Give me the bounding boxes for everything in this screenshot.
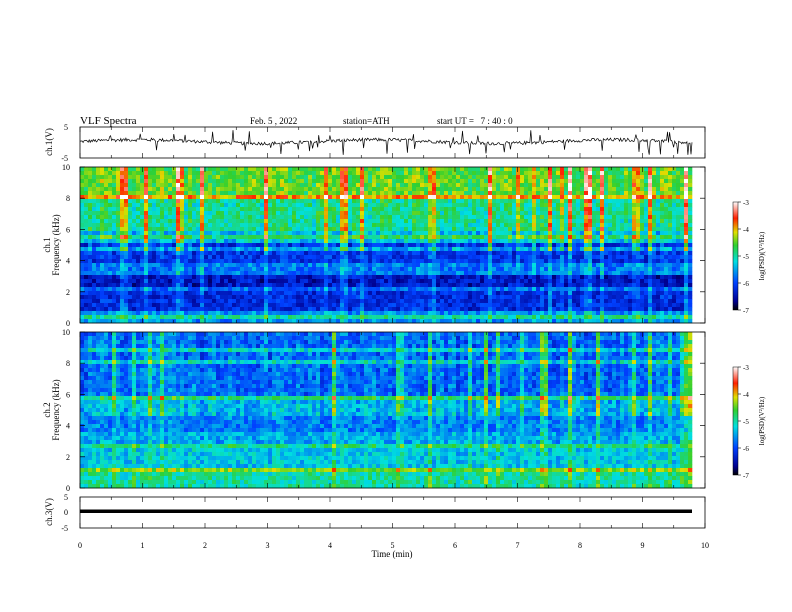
start-ut-label: start UT = 7 : 40 : 0 [437, 116, 513, 126]
time-tick-label: 9 [641, 541, 645, 550]
freq-tick-label: 8 [66, 359, 70, 368]
colorbar-tick-label: -3 [743, 199, 749, 207]
freq-tick-label: 8 [66, 194, 70, 203]
time-tick-label: 6 [453, 541, 457, 550]
x-axis-label: Time (min) [372, 549, 413, 559]
time-tick-label: 2 [203, 541, 207, 550]
colorbar-tick-label: -4 [743, 226, 749, 234]
time-tick-label: 4 [328, 541, 332, 550]
colorbar-tick-label: -5 [743, 418, 749, 426]
ch3-waveform-trace [80, 509, 692, 513]
colorbar-tick-label: -6 [743, 280, 749, 288]
ch1-ytick-bottom: -5 [61, 154, 68, 163]
freq-tick-label: 4 [66, 257, 70, 266]
ch1-colorbar-label: log(PSD)(V²/Hz) [758, 231, 766, 280]
time-tick-label: 5 [391, 541, 395, 550]
ch1-colorbar: -3 -4 -5 -6 -7 log(PSD)(V²/Hz) [732, 199, 766, 315]
ch2-spec-ylabel-top: ch.2 [42, 402, 52, 417]
time-tick-label: 7 [516, 541, 520, 550]
ch1-waveform-trace [79, 130, 693, 155]
time-tick-label: 10 [701, 541, 709, 550]
ch2-colorbar-label: log(PSD)(V²/Hz) [758, 396, 766, 445]
ch1-spec-ylabel-top: ch.1 [42, 237, 52, 252]
colorbar-tick-label: -5 [743, 253, 749, 261]
station-label: station=ATH [343, 116, 390, 126]
time-tick-label: 8 [578, 541, 582, 550]
freq-tick-label: 6 [66, 390, 70, 399]
time-axis: 0 1 2 3 4 5 6 7 8 9 10 [78, 127, 709, 550]
colorbar-tick-label: -6 [743, 445, 749, 453]
ch1-ylabel: ch.1(V) [44, 128, 54, 156]
ch1-spectrogram-panel: 0 2 4 6 8 10 ch.1 Frequency (kHz) -3 -4 -5 -6 -7 … [42, 163, 766, 328]
ch1-spectrogram-image [80, 167, 693, 324]
time-tick-label: 3 [266, 541, 270, 550]
freq-tick-label: 2 [66, 288, 70, 297]
freq-tick-label: 0 [66, 484, 70, 493]
ch2-spectrogram-image [80, 332, 693, 489]
ch1-spec-ylabel: Frequency (kHz) [51, 214, 61, 275]
ch3-ytick-top: 5 [64, 493, 68, 502]
date-label: Feb. 5 , 2022 [250, 116, 297, 126]
colorbar-tick-label: -4 [743, 391, 749, 399]
ch2-colorbar: -3 -4 -5 -6 -7 log(PSD)(V²/Hz) [732, 364, 766, 480]
freq-tick-label: 6 [66, 225, 70, 234]
colorbar-tick-label: -3 [743, 364, 749, 372]
ch1-ytick-top: 5 [64, 123, 68, 132]
ch1-waveform-panel: 5 -5 ch.1(V) [44, 123, 706, 163]
time-tick-label: 1 [141, 541, 145, 550]
freq-tick-label: 10 [62, 163, 70, 172]
colorbar-tick-label: -7 [743, 472, 749, 480]
ch3-waveform-panel: 5 0 -5 ch.3(V) [44, 493, 706, 533]
ch2-spectrogram-panel: 0 2 4 6 8 10 ch.2 Frequency (kHz) -3 -4 -5 -6 -7 … [42, 328, 766, 493]
freq-tick-label: 2 [66, 453, 70, 462]
ch2-spec-ylabel: Frequency (kHz) [51, 379, 61, 440]
chart-title: VLF Spectra [80, 115, 137, 127]
ch3-ytick-mid: 0 [64, 508, 68, 517]
ch3-ytick-bottom: -5 [61, 524, 68, 533]
freq-tick-label: 10 [62, 328, 70, 337]
freq-tick-label: 0 [66, 319, 70, 328]
colorbar-tick-label: -7 [743, 307, 749, 315]
freq-tick-label: 4 [66, 422, 70, 431]
time-tick-label: 0 [78, 541, 82, 550]
ch3-ylabel: ch.3(V) [44, 498, 54, 526]
